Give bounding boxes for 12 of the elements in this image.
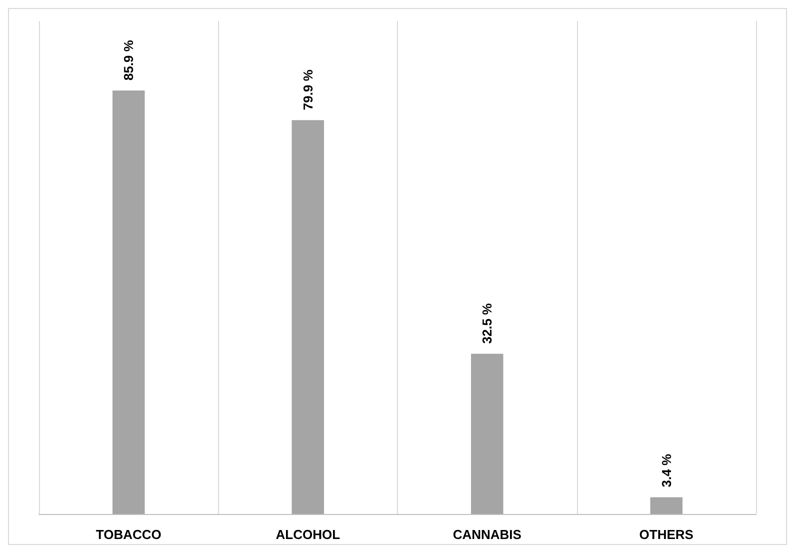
bar [292,120,324,514]
x-tick-label: ALCOHOL [276,527,340,542]
data-label: 79.9 % [300,69,316,110]
bar [112,90,145,514]
x-tick-label: TOBACCO [96,527,162,542]
bar [650,497,683,514]
data-label: 85.9 % [121,40,136,81]
x-tick-label: OTHERS [639,527,694,542]
data-label: 32.5 % [480,302,495,344]
bar [470,354,504,514]
data-label: 3.4 % [658,454,674,488]
x-tick-label: CANNABIS [452,527,522,542]
